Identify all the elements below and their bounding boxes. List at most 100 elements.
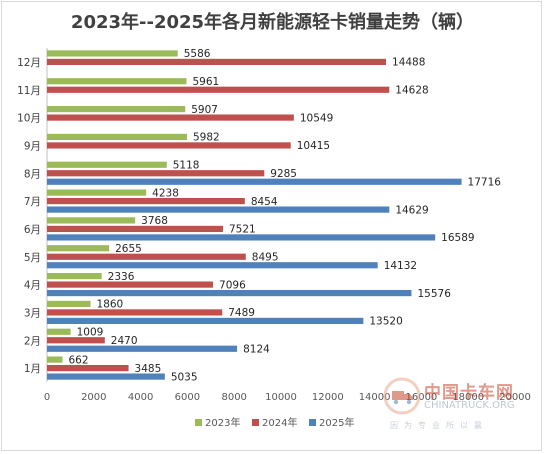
bar <box>47 337 105 344</box>
bar <box>47 373 165 380</box>
bar <box>47 78 187 85</box>
y-category-label: 4月 <box>24 280 41 292</box>
data-label: 14629 <box>395 204 428 216</box>
y-category-label: 2月 <box>24 335 41 347</box>
bar <box>47 58 387 66</box>
data-label: 14488 <box>392 57 425 69</box>
y-category-label: 10月 <box>17 113 41 125</box>
bar <box>47 206 390 213</box>
data-label: 16589 <box>441 232 474 244</box>
x-tick-label: 14000 <box>359 392 391 403</box>
bar <box>47 178 462 185</box>
bar <box>47 197 245 205</box>
data-label: 7489 <box>228 307 255 319</box>
x-tick-label: 10000 <box>265 392 297 403</box>
x-tick-label: 4000 <box>128 392 153 403</box>
data-label: 14132 <box>384 260 417 272</box>
data-label: 5961 <box>192 76 219 88</box>
data-label: 8495 <box>252 252 279 264</box>
bar <box>47 345 238 352</box>
bar <box>47 142 291 149</box>
legend-swatch <box>195 419 202 426</box>
y-category-label: 6月 <box>24 224 41 236</box>
bar <box>47 309 223 316</box>
x-tick-label: 18000 <box>452 392 484 403</box>
bar <box>47 217 136 224</box>
x-tick-label: 16000 <box>405 392 437 403</box>
x-tick-label: 0 <box>44 392 50 403</box>
bar <box>47 161 167 168</box>
watermark: 中国卡车网 CHINATRUCK.ORG 因为专业所以赢 <box>380 372 540 436</box>
x-tick-label: 12000 <box>312 392 344 403</box>
data-label: 2655 <box>115 243 142 255</box>
data-label: 3485 <box>135 363 162 375</box>
bar <box>47 262 378 269</box>
bar <box>47 50 178 57</box>
watermark-slogan: 因为专业所以赢 <box>390 421 488 430</box>
bar <box>47 189 147 196</box>
legend-swatch <box>309 419 316 426</box>
data-label: 4238 <box>152 187 179 199</box>
y-category-label: 7月 <box>24 196 41 208</box>
truck-logo-icon <box>383 377 421 415</box>
bar <box>47 225 223 233</box>
y-category-label: 5月 <box>24 252 41 264</box>
data-label: 10549 <box>300 112 333 124</box>
x-tick-label: 8000 <box>221 392 246 403</box>
bar <box>47 245 110 252</box>
data-label: 3768 <box>141 215 168 227</box>
legend-label: 2025年 <box>319 416 354 429</box>
data-label: 10415 <box>297 140 330 152</box>
data-label: 5907 <box>191 104 218 116</box>
data-label: 8124 <box>243 344 270 356</box>
data-label: 1860 <box>97 299 124 311</box>
watermark-title: 中国卡车网 <box>424 383 514 403</box>
data-label: 5118 <box>173 160 200 172</box>
data-label: 2336 <box>108 271 135 283</box>
data-label: 5586 <box>184 48 211 60</box>
data-label: 662 <box>68 354 88 366</box>
data-label: 7521 <box>229 224 256 236</box>
bar <box>47 253 246 260</box>
bar <box>47 86 390 93</box>
y-category-label: 8月 <box>24 168 41 180</box>
x-tick-label: 2000 <box>81 392 106 403</box>
bar <box>47 170 265 177</box>
y-category-label: 1月 <box>24 363 41 375</box>
data-label: 17716 <box>468 177 502 189</box>
bar <box>47 317 364 325</box>
y-category-label: 12月 <box>17 57 41 69</box>
bar <box>47 356 63 363</box>
data-label: 2470 <box>111 335 138 347</box>
x-tick-label: 6000 <box>175 392 200 403</box>
data-label: 5035 <box>171 371 198 383</box>
data-label: 13520 <box>369 316 402 328</box>
data-label: 7096 <box>219 279 246 291</box>
data-label: 5982 <box>193 132 220 144</box>
watermark-url: CHINATRUCK.ORG <box>424 400 515 411</box>
bar <box>47 328 71 335</box>
legend-label: 2024年 <box>262 416 297 429</box>
bar <box>47 234 436 241</box>
bar <box>47 289 412 297</box>
bar <box>47 105 186 113</box>
data-label: 1009 <box>77 327 104 339</box>
x-tick-label: 20000 <box>499 392 531 403</box>
y-category-label: 9月 <box>24 140 41 152</box>
bar <box>47 133 187 141</box>
bar <box>47 114 294 121</box>
y-category-label: 11月 <box>17 85 41 97</box>
data-label: 15576 <box>417 288 451 300</box>
bar <box>47 364 129 372</box>
legend-swatch <box>252 419 259 426</box>
chart-title: 2023年--2025年各月新能源轻卡销量走势（辆） <box>70 12 475 33</box>
bar <box>47 281 214 288</box>
data-label: 14628 <box>395 85 428 97</box>
bar <box>47 272 102 280</box>
bar <box>47 300 91 308</box>
data-label: 8454 <box>251 196 278 208</box>
legend-label: 2023年 <box>205 416 240 429</box>
y-category-label: 3月 <box>24 307 41 319</box>
